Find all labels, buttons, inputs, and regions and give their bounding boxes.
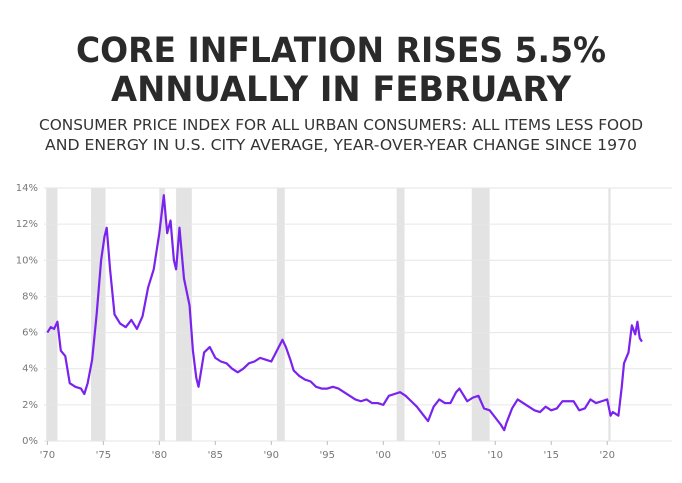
- recession-band: [46, 188, 58, 441]
- y-tick-label: 8%: [22, 291, 38, 302]
- recession-band: [159, 188, 165, 441]
- y-tick-label: 0%: [22, 436, 38, 447]
- y-tick-label: 10%: [16, 255, 38, 266]
- y-tick-label: 6%: [22, 328, 38, 339]
- chart-title: ANNUALLY IN FEBRUARY: [111, 70, 572, 110]
- chart-title: CORE INFLATION RISES 5.5%: [76, 31, 606, 71]
- recession-band: [276, 188, 285, 441]
- recession-band: [91, 188, 106, 441]
- x-tick-label: '85: [208, 450, 223, 461]
- recession-band: [396, 188, 405, 441]
- x-tick-label: '95: [320, 450, 335, 461]
- x-tick-label: '70: [40, 450, 55, 461]
- x-tick-label: '20: [599, 450, 614, 461]
- recession-band: [471, 188, 490, 441]
- recession-band: [176, 188, 192, 441]
- chart-subtitle: CONSUMER PRICE INDEX FOR ALL URBAN CONSU…: [39, 116, 643, 134]
- y-tick-label: 12%: [16, 219, 38, 230]
- x-tick-label: '05: [432, 450, 447, 461]
- x-tick-label: '90: [264, 450, 279, 461]
- x-tick-label: '00: [376, 450, 391, 461]
- x-tick-label: '10: [487, 450, 502, 461]
- x-tick-label: '75: [96, 450, 111, 461]
- x-tick-label: '80: [152, 450, 167, 461]
- chart-subtitle: AND ENERGY IN U.S. CITY AVERAGE, YEAR-OV…: [45, 136, 637, 154]
- plot-area: 0% 2% 4% 6% 8% 10% 12% 14% '70 '75 '80 '85 '90 '95 '00…: [16, 183, 672, 461]
- recession-band: [608, 188, 611, 441]
- y-tick-label: 2%: [22, 400, 38, 411]
- y-tick-label: 4%: [22, 364, 38, 375]
- x-tick-label: '15: [543, 450, 558, 461]
- line: [46, 194, 643, 432]
- y-tick-label: 14%: [16, 183, 38, 194]
